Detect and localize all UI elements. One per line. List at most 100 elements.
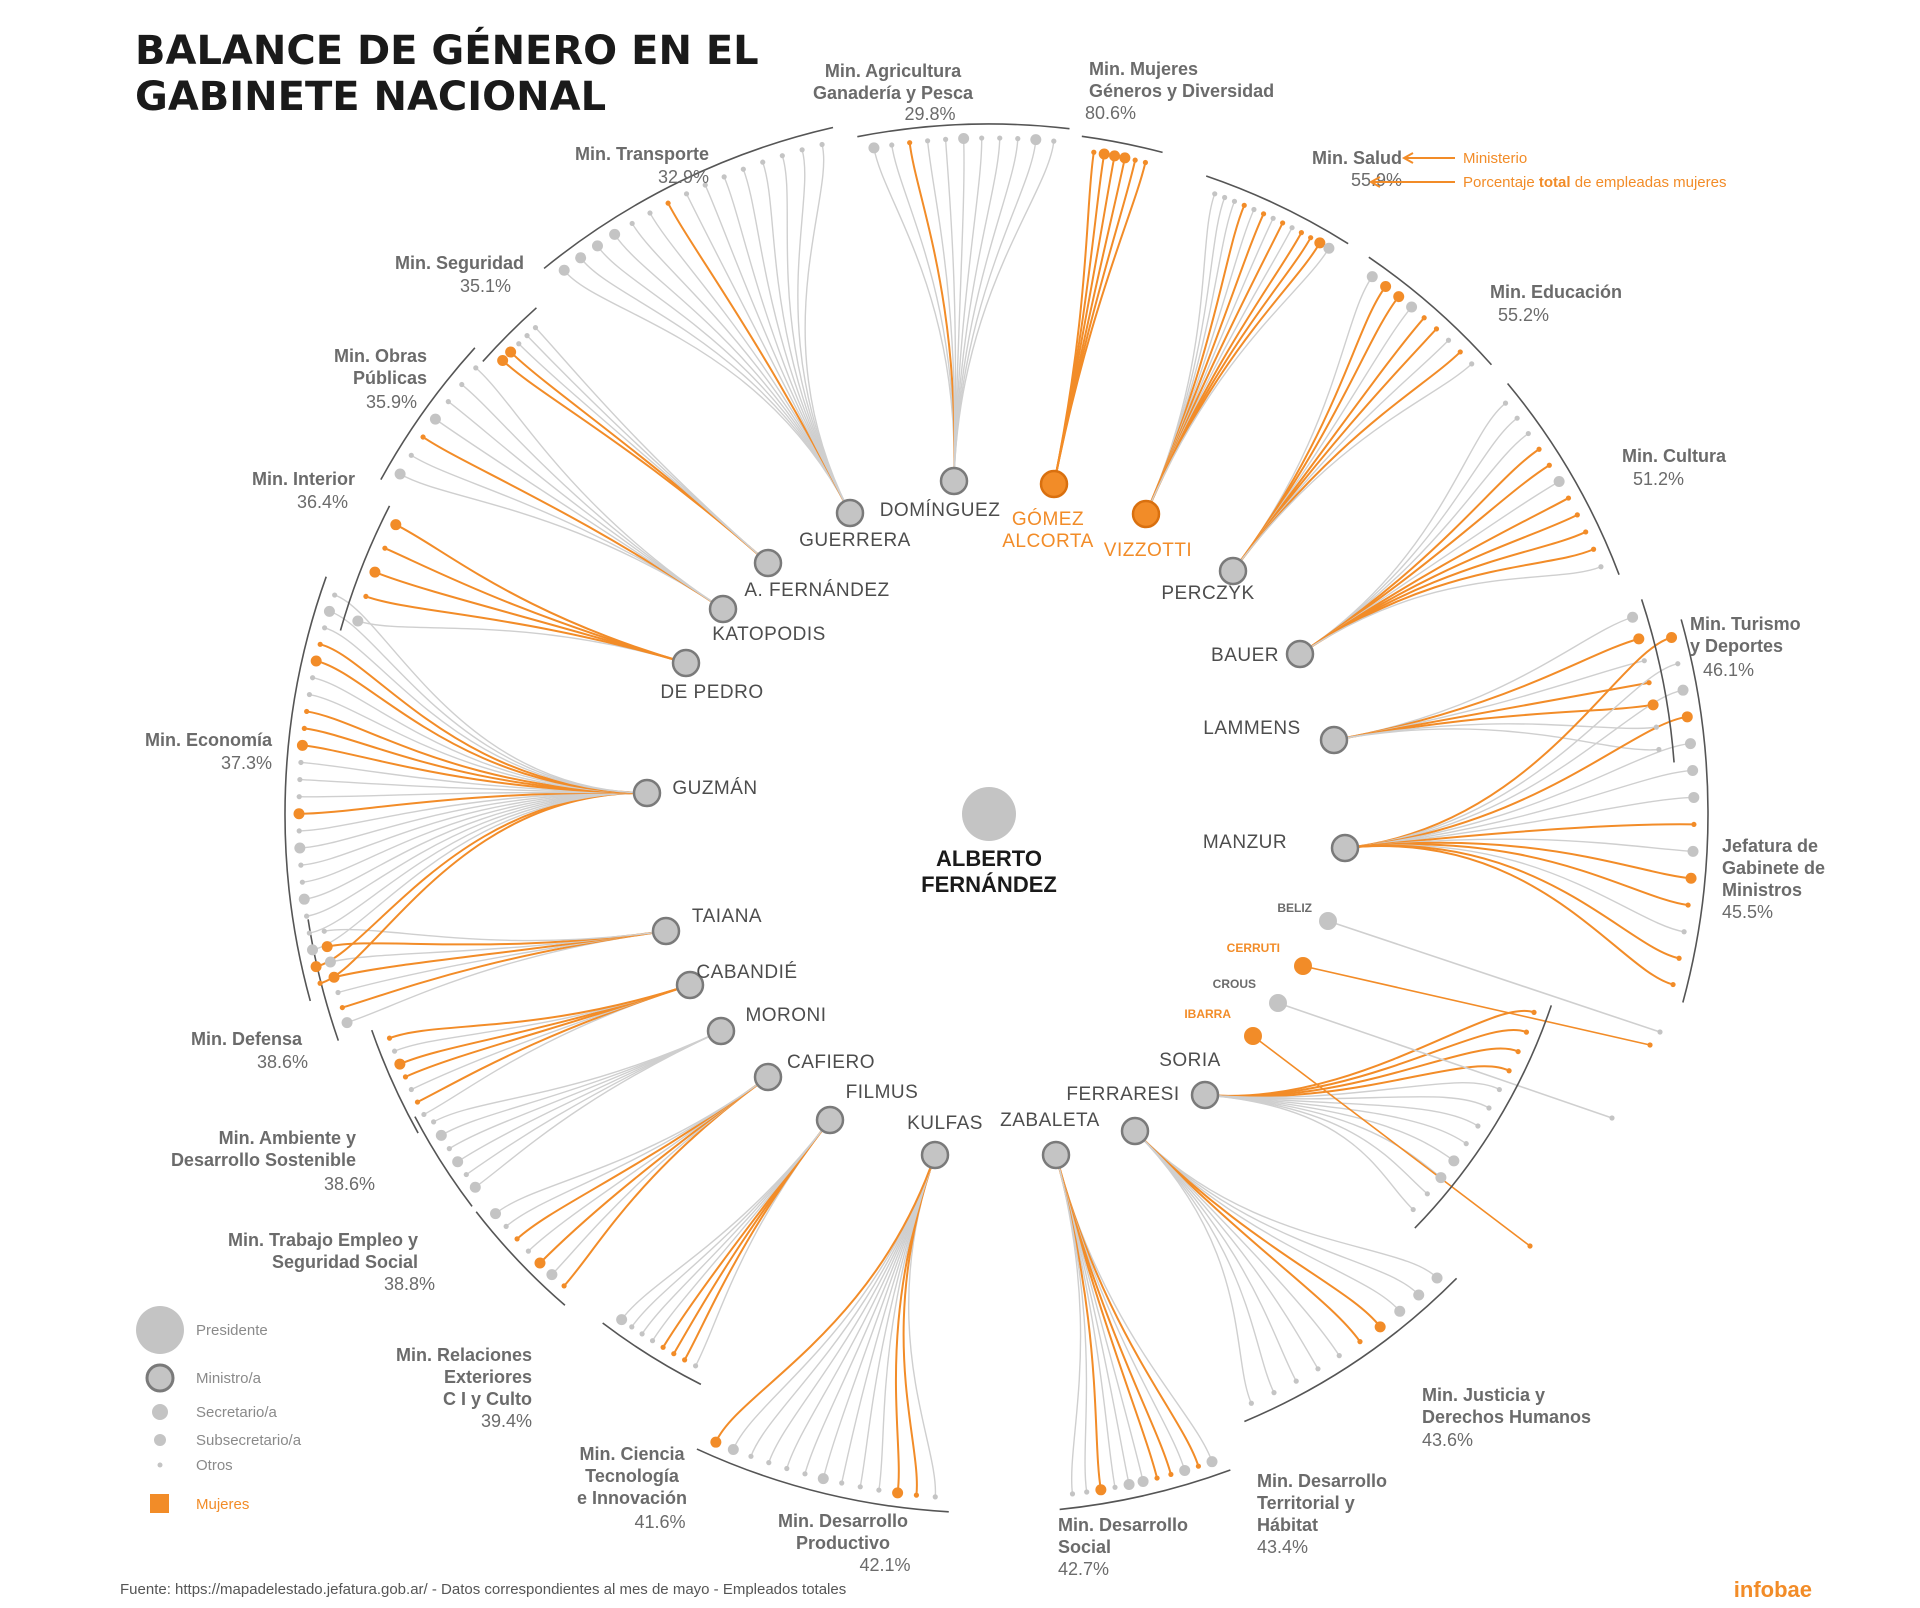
title-block: BALANCE DE GÉNERO EN EL GABINETE NACIONA… — [135, 26, 759, 120]
node-jefatura-13 — [1670, 981, 1676, 988]
edge-economia-21 — [324, 627, 648, 794]
ministry-label-trabajo-1: Seguridad Social — [272, 1252, 418, 1272]
chief-social — [1041, 1140, 1071, 1170]
node-productivo-9 — [766, 1460, 772, 1466]
edge-economia-10 — [298, 791, 648, 815]
node-economia-18 — [309, 675, 316, 681]
edge-jefatura-11 — [1344, 844, 1685, 933]
node-agricultura-5 — [958, 132, 970, 144]
node-territorial-9 — [1248, 1400, 1254, 1406]
ministry-pct-economia: 37.3% — [221, 753, 272, 773]
edge-social-1 — [1055, 1154, 1200, 1467]
edge-economia-1 — [315, 791, 648, 968]
edge-economia-8 — [299, 792, 648, 849]
ministry-label-territorial-1: Territorial y — [1257, 1493, 1355, 1513]
chief-name-exteriores-0: CAFIERO — [787, 1052, 875, 1073]
node-transporte-12 — [779, 153, 785, 159]
ministry-label-ciencia-2: e Innovación — [577, 1488, 687, 1508]
edge-agricultura-9 — [953, 139, 1037, 482]
edge-cultura-4 — [1299, 464, 1550, 655]
chief-name-agricultura-0: DOMÍNGUEZ — [880, 500, 1001, 521]
node-social-2 — [1179, 1464, 1191, 1476]
edge-educacion-2 — [1232, 295, 1400, 572]
node-economia-4 — [304, 913, 310, 919]
node-salud-6 — [1270, 215, 1276, 221]
edge-productivo-6 — [822, 1154, 936, 1479]
edge-transporte-12 — [781, 155, 851, 514]
edge-seguridad-4 — [534, 327, 769, 564]
ministry-label-ambiente-1: Desarrollo Sostenible — [171, 1150, 356, 1170]
node-educacion-7 — [1457, 349, 1463, 355]
node-jefatura-2 — [1677, 684, 1689, 696]
annotation-ministry: Ministerio — [1463, 150, 1527, 167]
node-economia-23 — [332, 592, 338, 598]
edge-jefatura-12 — [1344, 844, 1680, 960]
legend-subsecretario: Subsecretario/a — [196, 1432, 302, 1449]
node-transporte-6 — [665, 200, 671, 206]
edge-mujeres-5 — [1053, 162, 1147, 485]
ministry-label-social-0: Min. Desarrollo — [1058, 1515, 1188, 1535]
node-mujeres-1 — [1098, 148, 1110, 160]
edge-justicia-9 — [1204, 1094, 1442, 1179]
arc-agricultura — [857, 123, 1070, 138]
ministry-label-agricultura-1: Ganadería y Pesca — [813, 83, 974, 103]
node-jefatura-10 — [1685, 902, 1691, 908]
edge-justicia-6 — [1204, 1094, 1479, 1127]
node-economia-6 — [299, 879, 305, 885]
edge-trabajo-4 — [440, 1030, 722, 1136]
edge-agricultura-3 — [926, 140, 956, 482]
edge-ciencia-0 — [694, 1119, 831, 1367]
node-productivo-6 — [817, 1473, 829, 1485]
chief-name-social-0: ZABALETA — [1000, 1110, 1100, 1131]
node-trabajo-0 — [469, 1181, 481, 1193]
agency-edge-0 — [1327, 920, 1661, 1033]
node-agricultura-6 — [979, 135, 985, 141]
node-productivo-11 — [727, 1443, 739, 1455]
edge-educacion-8 — [1232, 363, 1473, 572]
arc-jefatura — [1680, 619, 1709, 1003]
node-defensa-4 — [324, 956, 336, 968]
node-economia-1 — [310, 961, 322, 973]
chief-productivo — [920, 1140, 950, 1170]
chief-name-ciencia-0: FILMUS — [846, 1082, 919, 1103]
legend-presidente: Presidente — [196, 1322, 268, 1339]
ministry-pct-defensa: 38.6% — [257, 1052, 308, 1072]
edge-territorial-5 — [1134, 1130, 1340, 1357]
chief-name-interior-0: DE PEDRO — [660, 682, 763, 703]
edge-justicia-8 — [1204, 1094, 1455, 1162]
edge-transporte-3 — [614, 234, 851, 514]
ministry-pct-territorial: 43.4% — [1257, 1537, 1308, 1557]
edge-ciencia-5 — [641, 1119, 831, 1335]
node-seguridad-0 — [497, 354, 509, 366]
chief-agricultura — [939, 466, 969, 496]
edge-economia-5 — [304, 792, 648, 900]
arc-trabajo — [414, 1116, 473, 1207]
node-ciencia-0 — [692, 1363, 699, 1369]
edge-productivo-12 — [714, 1154, 936, 1443]
ministry-pct-cultura: 51.2% — [1633, 469, 1684, 489]
node-cultura-10 — [1598, 564, 1604, 570]
ministry-label-obras-1: Públicas — [353, 368, 427, 388]
ministry-label-justicia-0: Min. Justicia y — [1422, 1385, 1545, 1405]
legend-mujeres: Mujeres — [196, 1496, 249, 1513]
edge-exteriores-6 — [495, 1076, 769, 1215]
edge-transporte-5 — [649, 212, 851, 514]
arc-justicia — [1414, 1005, 1553, 1229]
node-transporte-13 — [799, 147, 805, 153]
ministry-label-territorial-2: Hábitat — [1257, 1515, 1318, 1535]
node-economia-22 — [323, 605, 335, 617]
edge-jefatura-5 — [1344, 769, 1693, 849]
node-territorial-2 — [1394, 1305, 1406, 1317]
edge-jefatura-0 — [1344, 636, 1672, 849]
node-turismo-2 — [1641, 658, 1647, 664]
ministry-label-cultura-0: Min. Cultura — [1622, 446, 1727, 466]
node-economia-10 — [293, 808, 305, 820]
chief-transporte — [835, 498, 865, 528]
edge-transporte-9 — [723, 176, 851, 514]
node-cultura-6 — [1565, 495, 1572, 501]
node-cultura-2 — [1525, 430, 1531, 437]
node-ambiente-5 — [391, 1048, 398, 1054]
node-social-10 — [1069, 1491, 1076, 1497]
node-economia-15 — [301, 725, 307, 732]
